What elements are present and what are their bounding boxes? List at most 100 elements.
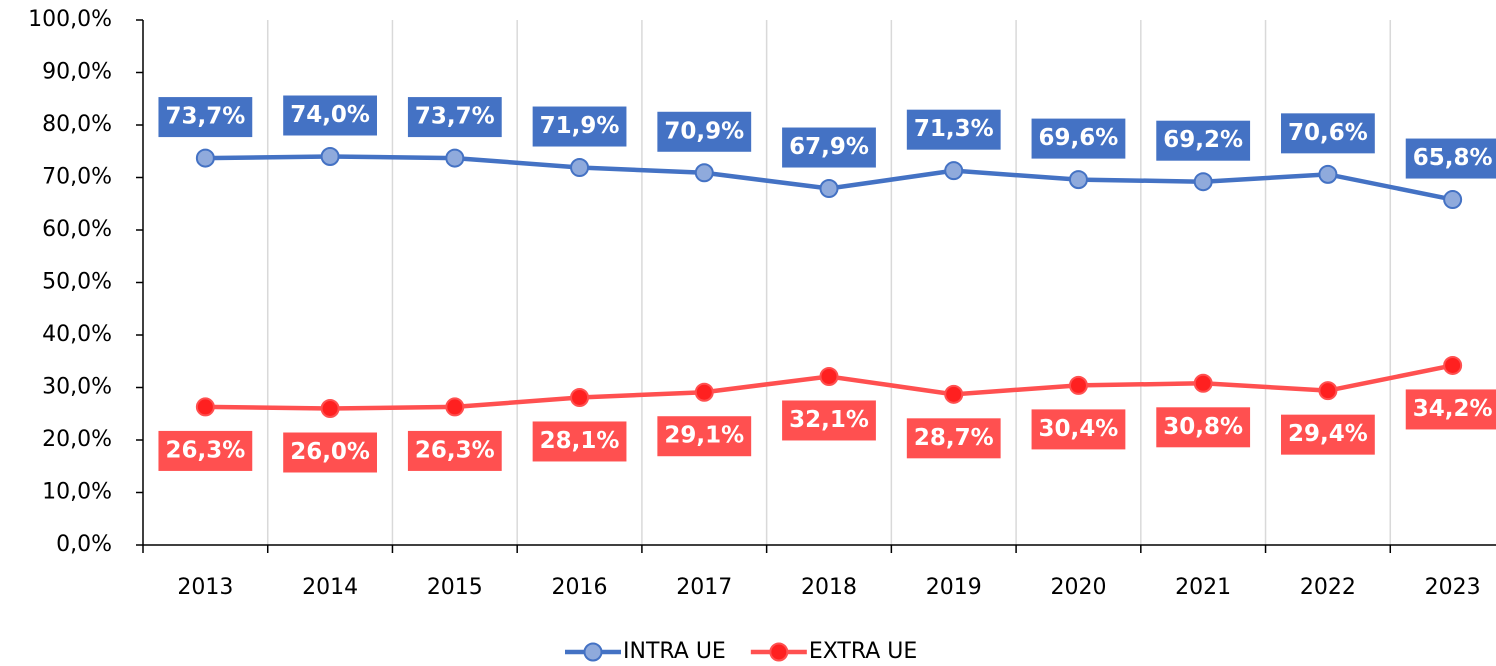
x-tick-label: 2019 — [926, 575, 982, 600]
label-box — [1031, 409, 1126, 450]
x-tick-label: 2020 — [1050, 575, 1106, 600]
data-label: 26,3% — [407, 430, 502, 471]
marker — [1193, 373, 1213, 393]
marker — [195, 148, 215, 168]
y-tick-label: 60,0% — [42, 217, 112, 242]
label-box — [158, 430, 253, 471]
legend-marker — [583, 642, 603, 662]
data-label: 29,1% — [657, 416, 752, 457]
x-tick-label: 2014 — [302, 575, 358, 600]
x-tick-label: 2023 — [1425, 575, 1481, 600]
label-box — [283, 432, 377, 473]
data-label: 34,2% — [1405, 389, 1496, 430]
x-tick-label: 2013 — [177, 575, 233, 600]
data-label: 71,3% — [906, 109, 1001, 150]
marker — [1068, 170, 1088, 190]
y-tick-label: 100,0% — [28, 7, 112, 32]
data-label-text: 26,0% — [290, 439, 370, 465]
data-label-text: 71,3% — [914, 116, 994, 142]
data-label: 73,7% — [158, 97, 253, 138]
y-tick-label: 10,0% — [42, 480, 112, 505]
data-label-text: 34,2% — [1413, 396, 1493, 422]
label-box — [532, 106, 627, 147]
y-tick-label: 20,0% — [42, 427, 112, 452]
marker — [1443, 190, 1463, 210]
marker — [195, 397, 215, 417]
marker — [1318, 381, 1338, 401]
data-label-text: 28,1% — [540, 428, 620, 454]
label-box — [407, 97, 502, 138]
x-tick-label: 2017 — [676, 575, 732, 600]
label-box — [906, 418, 1001, 459]
data-label-text: 67,9% — [789, 134, 869, 160]
marker — [819, 179, 839, 199]
data-label-text: 28,7% — [914, 425, 994, 451]
data-label-text: 69,6% — [1039, 125, 1119, 151]
marker — [944, 384, 964, 404]
data-label-text: 71,9% — [540, 113, 620, 139]
data-label-text: 65,8% — [1413, 145, 1493, 171]
marker — [445, 148, 465, 168]
data-label-text: 70,6% — [1288, 120, 1368, 146]
label-box — [283, 95, 377, 136]
marker — [320, 147, 340, 166]
data-label: 69,6% — [1031, 118, 1126, 159]
label-box — [407, 430, 502, 471]
label-box — [1405, 138, 1496, 179]
data-label: 65,8% — [1405, 138, 1496, 179]
data-label: 28,1% — [532, 421, 627, 462]
data-label: 71,9% — [532, 106, 627, 147]
data-label: 32,1% — [782, 400, 876, 441]
label-box — [1156, 407, 1251, 448]
data-label: 28,7% — [906, 418, 1001, 459]
y-tick-label: 30,0% — [42, 375, 112, 400]
label-box — [782, 400, 876, 441]
marker — [819, 366, 839, 386]
marker — [570, 158, 590, 178]
data-label-text: 29,1% — [664, 423, 744, 449]
label-box — [532, 421, 627, 462]
x-tick-label: 2015 — [427, 575, 483, 600]
label-box — [657, 111, 752, 152]
y-tick-label: 50,0% — [42, 270, 112, 295]
data-label: 30,4% — [1031, 409, 1126, 450]
marker — [570, 387, 590, 407]
data-label-text: 70,9% — [664, 118, 744, 144]
marker — [1443, 355, 1463, 375]
x-tick-label: 2016 — [552, 575, 608, 600]
y-tick-label: 40,0% — [42, 322, 112, 347]
label-box — [1405, 389, 1496, 430]
data-label: 26,0% — [283, 432, 377, 473]
data-label: 73,7% — [407, 97, 502, 138]
data-label: 70,9% — [657, 111, 752, 152]
label-box — [1156, 120, 1251, 161]
x-tick-label: 2022 — [1300, 575, 1356, 600]
marker — [694, 163, 714, 183]
data-label: 67,9% — [782, 127, 876, 168]
data-label-text: 30,4% — [1039, 416, 1119, 442]
data-label-text: 26,3% — [165, 437, 245, 463]
marker — [1068, 375, 1088, 395]
data-label-text: 73,7% — [165, 104, 245, 130]
marker — [694, 382, 714, 402]
data-label-text: 32,1% — [789, 407, 869, 433]
data-label: 74,0% — [283, 95, 377, 136]
x-tick-label: 2021 — [1175, 575, 1231, 600]
data-label-text: 30,8% — [1163, 414, 1243, 440]
label-box — [158, 97, 253, 138]
label-box — [782, 127, 876, 168]
data-label-text: 73,7% — [415, 104, 495, 130]
label-box — [1031, 118, 1126, 159]
legend-marker — [769, 642, 789, 662]
y-tick-label: 0,0% — [56, 532, 112, 557]
data-label-text: 29,4% — [1288, 421, 1368, 447]
marker — [1193, 172, 1213, 192]
data-label: 26,3% — [158, 430, 253, 471]
legend-label: INTRA UE — [623, 639, 726, 664]
marker — [445, 397, 465, 417]
y-tick-label: 80,0% — [42, 112, 112, 137]
data-label: 69,2% — [1156, 120, 1251, 161]
data-label: 70,6% — [1281, 113, 1375, 154]
data-label-text: 69,2% — [1163, 127, 1243, 153]
